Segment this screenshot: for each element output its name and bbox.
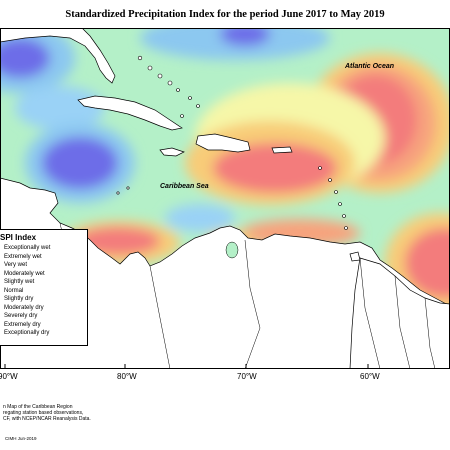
land-hispaniola — [195, 133, 251, 153]
land-florida — [0, 28, 116, 84]
copyright: CIMH Jun-2019 — [5, 436, 37, 441]
tick-label-80w: 80°W — [117, 372, 137, 381]
land-south-america-east — [349, 257, 450, 369]
legend-item: Exceptionally wet — [4, 245, 51, 251]
legend-item: Extremely dry — [4, 321, 41, 328]
tick-label-70w: 70°W — [237, 372, 257, 381]
footer-notes: n Map of the Caribbean Region regating s… — [3, 404, 91, 422]
legend-item: Very wet — [4, 262, 28, 268]
footer-line: regating station based observations, — [3, 410, 84, 416]
small-islands — [116, 55, 348, 230]
label-caribbean-sea: Caribbean Sea — [160, 183, 209, 190]
legend-item: Normal — [4, 287, 24, 294]
tick-marks — [4, 364, 369, 369]
legend-item: Exceptionally dry — [4, 330, 50, 336]
land-trinidad — [349, 251, 361, 262]
legend-item: Slightly wet — [4, 279, 35, 285]
tick-label-90w: 90°W — [0, 372, 18, 381]
land-puerto-rico — [271, 146, 293, 154]
legend-item: Severely dry — [4, 313, 38, 319]
land-jamaica — [159, 147, 185, 157]
legend-item: Extremely wet — [4, 253, 42, 260]
tick-label-60w: 60°W — [360, 372, 380, 381]
lake-maracaibo — [225, 241, 239, 259]
label-atlantic-ocean: Atlantic Ocean — [345, 63, 395, 70]
legend-item: Moderately dry — [4, 304, 44, 311]
land-cuba — [77, 95, 183, 131]
spi-map — [0, 28, 450, 369]
map-title: Standardized Precipitation Index for the… — [65, 9, 385, 20]
legend-title: SPI Index — [0, 233, 37, 242]
legend-item: Slightly dry — [4, 296, 34, 302]
footer-line: CF, with NCEP/NCAR Reanalysis Data. — [3, 416, 91, 422]
land — [0, 28, 450, 369]
legend-item: Moderately wet — [4, 270, 45, 277]
land-central-america — [0, 177, 450, 369]
legend: SPI Index Exceptionally wet Extremely wet… — [0, 229, 88, 346]
footer-line: n Map of the Caribbean Region — [3, 404, 73, 410]
